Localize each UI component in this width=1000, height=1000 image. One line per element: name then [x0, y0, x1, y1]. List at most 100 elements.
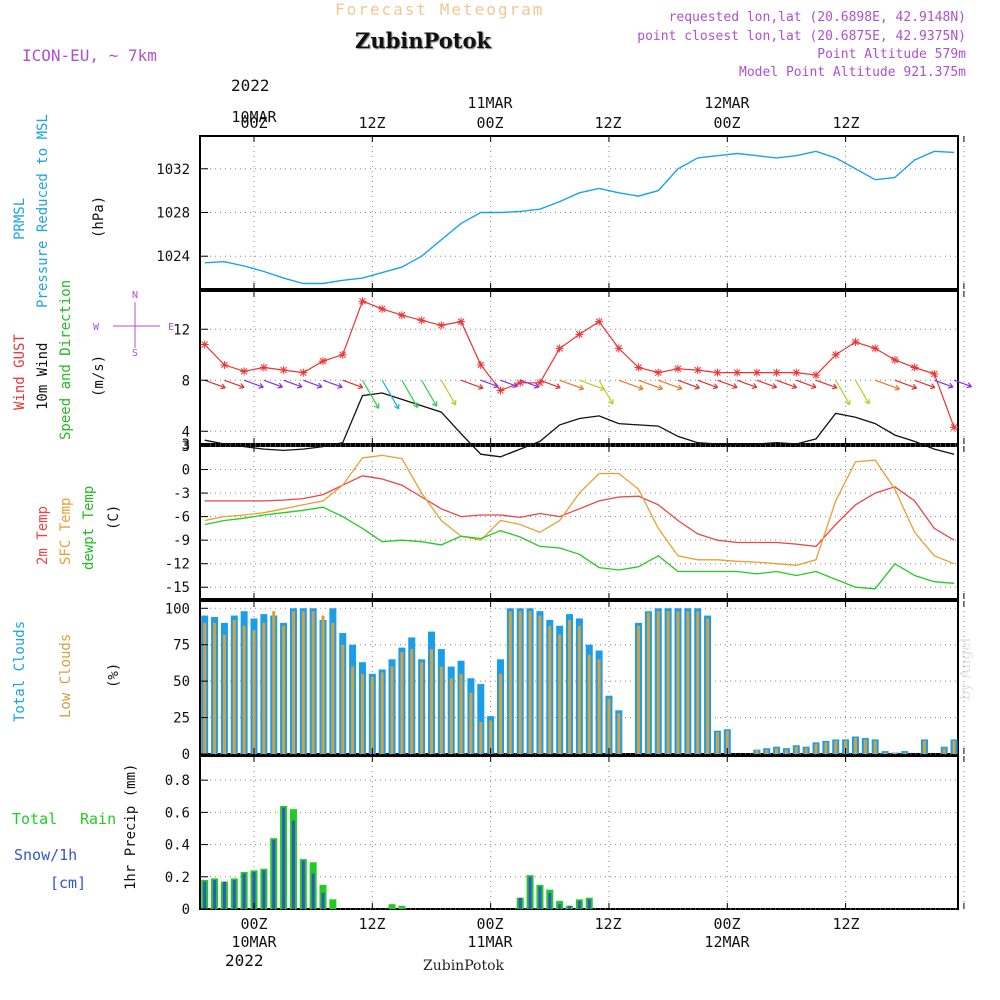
wind-gust-label: Wind GUST	[12, 334, 28, 410]
low-cloud-bar	[666, 611, 670, 754]
precip-axis-label: 1hr Precip (mm)	[123, 764, 139, 890]
low-cloud-bar	[301, 611, 305, 754]
low-cloud-bar	[291, 611, 295, 754]
gust-marker	[397, 311, 406, 320]
wind-arrowhead	[337, 382, 343, 389]
low-cloud-bar	[686, 611, 690, 754]
year-label-bottom: 2022	[225, 951, 264, 970]
precip-snow-label: Snow/1h	[14, 846, 77, 864]
wind-arrowhead	[450, 399, 457, 406]
cloud-unit: (%)	[106, 663, 122, 688]
low-cloud-bar	[380, 672, 384, 754]
snow-bar	[321, 892, 325, 909]
wind-arrow	[381, 379, 400, 410]
total-cloud-bar	[477, 684, 485, 754]
ytick-label-pressure: 1032	[156, 162, 190, 178]
low-cloud-bar	[282, 625, 286, 754]
top-date-12mar: 12MAR	[704, 94, 750, 112]
top-hour-3: 12Z	[594, 114, 621, 132]
low-cloud-bar	[341, 644, 345, 754]
temp-sfc-label: SFC Temp	[58, 498, 74, 565]
wind-arrow	[283, 379, 303, 388]
wind-labels: Wind GUST 10m Wind Speed and Direction (…	[12, 280, 174, 440]
grid-lines	[200, 136, 965, 910]
low-cloud-bar	[715, 732, 719, 754]
point-altitude: Point Altitude 579m	[817, 47, 966, 62]
low-cloud-bar	[360, 673, 364, 754]
gust-line	[204, 300, 955, 428]
wind-arrowhead	[258, 382, 264, 389]
ytick-label-clouds: 50	[173, 674, 190, 690]
pressure-title: PRMSL	[12, 198, 28, 240]
ytick-label-temperature: 0	[182, 463, 190, 479]
panel-frame-pressure	[199, 135, 959, 290]
wind-arrow	[361, 379, 380, 409]
rain-bar	[388, 904, 396, 909]
wind-arrow	[520, 379, 540, 388]
bottom-time-axis: 00Z 12Z 00Z 12Z 00Z 12Z 10MAR 11MAR 12MA…	[231, 915, 859, 951]
wind-arrow	[796, 379, 817, 388]
ytick-label-pressure: 1028	[156, 206, 190, 222]
ytick-label-clouds: 0	[182, 747, 190, 763]
gust-marker	[713, 368, 722, 377]
low-cloud-bar	[232, 619, 236, 754]
gust-marker	[555, 344, 564, 353]
wind-arrow	[953, 379, 972, 388]
gust-marker	[457, 317, 466, 326]
closest-coords: point closest lon,lat (20.6875E, 42.9375…	[637, 29, 966, 44]
low-cloud-bar	[449, 678, 453, 754]
low-cloud-bar	[597, 659, 601, 754]
low-cloud-bar	[942, 748, 946, 754]
compass-south: S	[132, 348, 138, 359]
low-cloud-bar	[429, 649, 433, 754]
snow-bar	[301, 860, 305, 909]
wind-arrowhead	[493, 382, 499, 389]
gust-marker	[812, 371, 821, 380]
bottom-date-10mar: 10MAR	[231, 933, 277, 951]
wind-arrow	[303, 379, 323, 388]
wind-arrowhead	[911, 383, 918, 390]
wind-arrow	[677, 379, 700, 389]
snow-bar	[203, 881, 207, 909]
wind-arrowhead	[791, 383, 798, 390]
low-cloud-bar	[893, 752, 897, 754]
gust-marker	[614, 344, 623, 353]
wind-arrowhead	[864, 398, 870, 405]
snow-bar	[558, 904, 562, 909]
requested-coords: requested lon,lat (20.6898E, 42.9148N)	[668, 10, 966, 25]
year-label-top: 2022	[231, 76, 270, 95]
wind-arrow	[559, 379, 584, 390]
low-cloud-bar	[499, 673, 502, 754]
low-cloud-bar	[528, 611, 532, 754]
wind-arrowhead	[771, 383, 778, 389]
low-cloud-bar	[469, 692, 473, 754]
snow-bar	[213, 880, 217, 909]
compass-east: E	[168, 322, 174, 333]
model-name: ICON-EU, ~ 7km	[22, 46, 157, 65]
gust-marker	[279, 366, 288, 375]
wind-arrowhead	[845, 399, 851, 406]
low-cloud-bar	[873, 740, 877, 754]
snow-bar	[262, 870, 266, 909]
cloud-low-label: Low Clouds	[58, 634, 74, 718]
low-cloud-bar	[696, 611, 700, 754]
wind-arrowhead	[657, 384, 663, 391]
wind-arrowhead	[512, 382, 518, 388]
wind-arrowhead	[638, 384, 644, 391]
low-cloud-bar	[863, 739, 867, 754]
low-cloud-bar	[390, 666, 394, 754]
wind-arrow	[243, 379, 264, 388]
wind-arrowhead	[478, 383, 484, 390]
ytick-label-precipitation: 0.6	[165, 805, 190, 821]
snow-bar	[291, 820, 295, 909]
wind-arrowhead	[608, 399, 614, 405]
wind-arrowhead	[751, 383, 758, 389]
snow-bar	[232, 880, 236, 909]
wind-arrowhead	[694, 383, 700, 390]
wind-arrow	[815, 379, 838, 389]
wind-arrow	[440, 379, 457, 406]
low-cloud-bar	[903, 752, 907, 754]
ytick-label-wind: 3	[182, 437, 190, 453]
station-title: ZubinPotok	[355, 28, 492, 53]
low-cloud-bar	[607, 698, 611, 754]
